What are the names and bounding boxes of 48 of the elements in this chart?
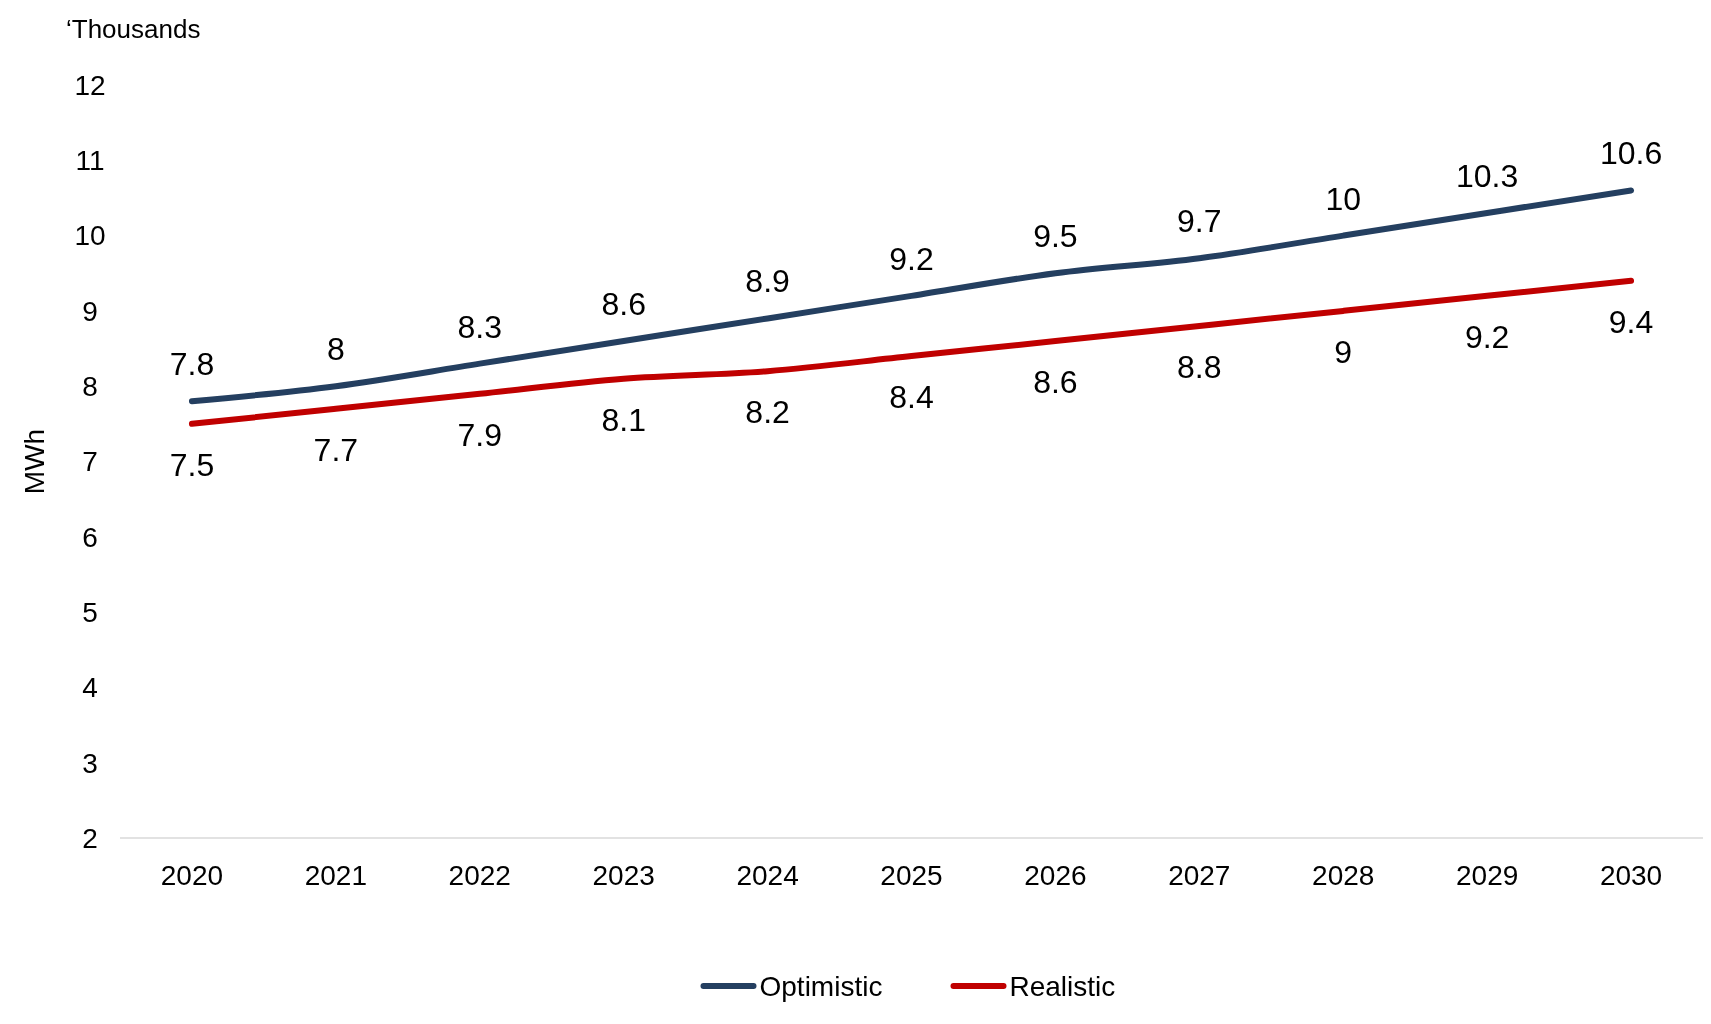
legend-label: Optimistic: [759, 970, 883, 1002]
y-tick-label: 3: [82, 747, 98, 779]
data-label: 9.5: [1033, 218, 1078, 255]
data-label: 9.4: [1608, 303, 1654, 340]
y-axis-title: MWh: [19, 428, 50, 495]
data-label: 8: [326, 331, 345, 368]
x-tick-label: 2030: [1599, 860, 1663, 891]
y-tick-label: 10: [74, 220, 106, 252]
data-label: 8.6: [1033, 364, 1078, 401]
x-tick-label: 2023: [592, 860, 655, 891]
x-tick-label: 2028: [1312, 860, 1375, 891]
data-label: 7.7: [313, 431, 359, 468]
y-tick-label: 9: [82, 295, 98, 327]
data-label: 8.9: [745, 263, 790, 300]
x-tick-label: 2024: [736, 860, 799, 891]
y-tick-label: 2: [82, 822, 98, 854]
y-tick-label: 12: [74, 69, 106, 101]
data-label: 7.8: [169, 346, 215, 383]
data-label: 8.6: [601, 286, 646, 323]
data-label: 10: [1325, 180, 1362, 217]
y-tick-label: 5: [82, 596, 98, 628]
data-label: 7.5: [169, 446, 215, 483]
x-tick-label: 2021: [304, 860, 368, 891]
y-tick-label: 6: [82, 521, 98, 553]
y-tick-label: 4: [82, 672, 98, 704]
data-label: 7.9: [457, 416, 503, 453]
data-label: 9.2: [1464, 318, 1510, 355]
y-tick-label: 7: [82, 446, 98, 478]
data-label: 9.2: [889, 240, 934, 277]
data-label: 8.3: [457, 308, 503, 345]
y-tick-label: 8: [82, 371, 98, 402]
text: ‘Thousands: [66, 14, 201, 44]
data-label: 8.8: [1177, 348, 1222, 385]
data-label: 8.2: [745, 394, 790, 431]
y-tick-label: 11: [75, 145, 105, 177]
data-label: 8.4: [889, 379, 934, 416]
data-label: 10.3: [1456, 158, 1519, 195]
x-tick-label: 2020: [160, 860, 224, 891]
x-tick-label: 2029: [1455, 860, 1519, 891]
x-tick-label: 2027: [1168, 860, 1231, 891]
data-label: 8.1: [601, 401, 646, 438]
x-tick-label: 2025: [880, 860, 943, 891]
data-label: 9: [1334, 333, 1353, 370]
x-tick-label: 2026: [1024, 860, 1087, 891]
x-tick-label: 2022: [448, 860, 511, 891]
legend-label: Realistic: [1009, 970, 1116, 1002]
data-label: 9.7: [1177, 203, 1222, 240]
data-label: 10.6: [1599, 135, 1663, 172]
